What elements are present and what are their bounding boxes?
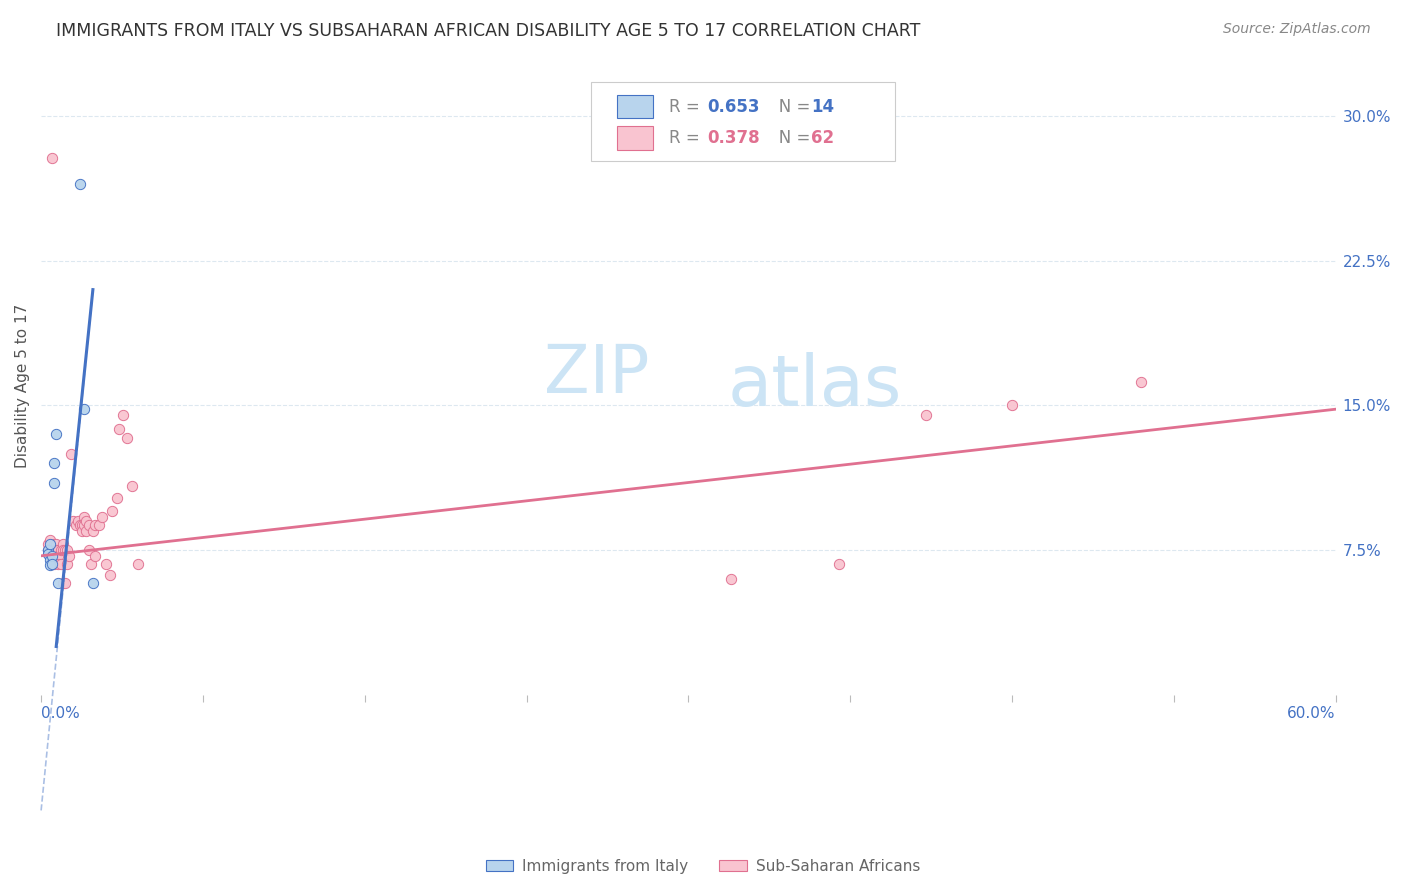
Point bbox=[42, 475, 65, 490]
Point bbox=[720, 572, 742, 586]
Point bbox=[69, 518, 91, 533]
Point bbox=[48, 543, 70, 558]
Point bbox=[48, 575, 70, 590]
Point bbox=[41, 543, 63, 558]
Point bbox=[58, 549, 80, 563]
Text: R =: R = bbox=[669, 97, 704, 116]
Point bbox=[82, 524, 104, 538]
Point bbox=[90, 510, 112, 524]
Point bbox=[41, 557, 63, 571]
Point bbox=[49, 557, 72, 571]
Point bbox=[41, 557, 63, 571]
Point bbox=[53, 543, 76, 558]
Point bbox=[52, 537, 75, 551]
Point bbox=[42, 543, 65, 558]
Y-axis label: Disability Age 5 to 17: Disability Age 5 to 17 bbox=[15, 304, 30, 468]
Text: 60.0%: 60.0% bbox=[1286, 706, 1336, 721]
Point bbox=[65, 518, 87, 533]
Point bbox=[112, 408, 135, 422]
Point bbox=[70, 524, 93, 538]
Point bbox=[73, 518, 96, 533]
Point bbox=[53, 575, 76, 590]
Point bbox=[41, 152, 63, 166]
Point bbox=[37, 547, 59, 561]
Text: N =: N = bbox=[763, 97, 815, 116]
Point bbox=[69, 177, 91, 191]
Point bbox=[52, 543, 75, 558]
Point bbox=[56, 543, 79, 558]
Point bbox=[38, 533, 60, 548]
Text: IMMIGRANTS FROM ITALY VS SUBSAHARAN AFRICAN DISABILITY AGE 5 TO 17 CORRELATION C: IMMIGRANTS FROM ITALY VS SUBSAHARAN AFRI… bbox=[56, 22, 921, 40]
Point bbox=[41, 549, 63, 563]
Point bbox=[38, 543, 60, 558]
Point bbox=[37, 543, 59, 558]
Text: 0.653: 0.653 bbox=[707, 97, 761, 116]
Point bbox=[66, 514, 89, 528]
Point bbox=[42, 537, 65, 551]
Point bbox=[62, 514, 84, 528]
Point bbox=[73, 510, 96, 524]
Point bbox=[77, 518, 100, 533]
Point bbox=[38, 549, 60, 563]
Text: 0.0%: 0.0% bbox=[41, 706, 80, 721]
Point bbox=[42, 549, 65, 563]
Point bbox=[37, 543, 59, 558]
Point bbox=[52, 575, 75, 590]
Text: 0.378: 0.378 bbox=[707, 129, 761, 147]
FancyBboxPatch shape bbox=[617, 95, 654, 119]
Text: ZIP: ZIP bbox=[544, 341, 650, 407]
Point bbox=[48, 557, 70, 571]
Point bbox=[89, 518, 111, 533]
Point bbox=[82, 575, 104, 590]
Point bbox=[73, 402, 96, 417]
Point bbox=[48, 549, 70, 563]
Point bbox=[42, 456, 65, 470]
Point bbox=[60, 446, 83, 460]
Point bbox=[80, 557, 103, 571]
Point bbox=[70, 518, 93, 533]
FancyBboxPatch shape bbox=[617, 126, 654, 150]
Point bbox=[56, 557, 79, 571]
Point bbox=[101, 504, 124, 518]
Text: atlas: atlas bbox=[727, 351, 901, 420]
Point bbox=[75, 514, 97, 528]
Point bbox=[77, 543, 100, 558]
Text: 62: 62 bbox=[811, 129, 834, 147]
Point bbox=[38, 552, 60, 566]
Point bbox=[45, 537, 67, 551]
Point bbox=[41, 549, 63, 563]
Point bbox=[1001, 398, 1024, 412]
Point bbox=[45, 427, 67, 442]
FancyBboxPatch shape bbox=[592, 82, 896, 161]
Point bbox=[117, 431, 139, 445]
Point bbox=[84, 549, 107, 563]
Point bbox=[84, 518, 107, 533]
Point bbox=[37, 537, 59, 551]
Point bbox=[105, 491, 128, 505]
Text: R =: R = bbox=[669, 129, 704, 147]
Text: 14: 14 bbox=[811, 97, 834, 116]
Legend: Immigrants from Italy, Sub-Saharan Africans: Immigrants from Italy, Sub-Saharan Afric… bbox=[479, 853, 927, 880]
Point bbox=[94, 557, 117, 571]
Point bbox=[45, 549, 67, 563]
Point bbox=[42, 557, 65, 571]
Point bbox=[38, 558, 60, 573]
Point bbox=[75, 524, 97, 538]
Point bbox=[127, 557, 149, 571]
Point bbox=[1130, 375, 1153, 389]
Point bbox=[121, 479, 143, 493]
Point bbox=[38, 537, 60, 551]
Point bbox=[98, 568, 121, 582]
Point bbox=[914, 408, 936, 422]
Text: Source: ZipAtlas.com: Source: ZipAtlas.com bbox=[1223, 22, 1371, 37]
Point bbox=[45, 543, 67, 558]
Point bbox=[107, 421, 129, 435]
Text: N =: N = bbox=[763, 129, 815, 147]
Point bbox=[49, 543, 72, 558]
Point bbox=[828, 557, 851, 571]
